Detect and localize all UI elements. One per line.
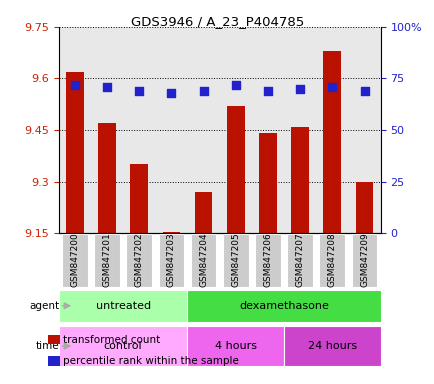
FancyBboxPatch shape bbox=[222, 234, 248, 287]
FancyBboxPatch shape bbox=[158, 234, 184, 287]
Bar bbox=[98, 123, 115, 233]
Text: GSM847208: GSM847208 bbox=[327, 232, 336, 287]
Point bbox=[135, 88, 142, 94]
Point bbox=[296, 86, 303, 92]
Bar bbox=[59, 326, 187, 366]
FancyBboxPatch shape bbox=[62, 234, 88, 287]
Text: GSM847200: GSM847200 bbox=[70, 232, 79, 287]
FancyBboxPatch shape bbox=[94, 234, 120, 287]
Bar bbox=[283, 326, 380, 366]
Bar bbox=[355, 182, 372, 233]
Bar bbox=[227, 106, 244, 233]
Bar bbox=[66, 71, 83, 233]
Point bbox=[360, 88, 367, 94]
Text: 24 hours: 24 hours bbox=[307, 341, 356, 351]
FancyBboxPatch shape bbox=[126, 234, 152, 287]
Text: GSM847205: GSM847205 bbox=[231, 232, 240, 287]
Text: GSM847204: GSM847204 bbox=[199, 232, 207, 287]
Text: untreated: untreated bbox=[95, 301, 150, 311]
Text: dexamethasone: dexamethasone bbox=[239, 301, 328, 311]
FancyBboxPatch shape bbox=[254, 234, 280, 287]
Bar bbox=[59, 290, 187, 322]
Point bbox=[232, 81, 239, 88]
Point bbox=[264, 88, 271, 94]
Text: agent: agent bbox=[29, 301, 59, 311]
Text: GSM847202: GSM847202 bbox=[135, 232, 143, 287]
Text: transformed count: transformed count bbox=[63, 335, 160, 345]
FancyBboxPatch shape bbox=[351, 234, 377, 287]
Point bbox=[328, 84, 335, 90]
Bar bbox=[291, 127, 308, 233]
Text: 4 hours: 4 hours bbox=[214, 341, 256, 351]
Bar bbox=[194, 192, 212, 233]
Text: control: control bbox=[104, 341, 142, 351]
Bar bbox=[259, 134, 276, 233]
Text: GSM847203: GSM847203 bbox=[167, 232, 175, 287]
Text: GSM847206: GSM847206 bbox=[263, 232, 272, 287]
Text: GSM847201: GSM847201 bbox=[102, 232, 111, 287]
FancyBboxPatch shape bbox=[286, 234, 312, 287]
Bar bbox=[187, 290, 380, 322]
Point bbox=[71, 81, 78, 88]
Text: time: time bbox=[36, 341, 59, 351]
Bar bbox=[187, 326, 283, 366]
Text: GSM847209: GSM847209 bbox=[359, 232, 368, 287]
Point bbox=[200, 88, 207, 94]
FancyBboxPatch shape bbox=[190, 234, 216, 287]
Text: GSM847207: GSM847207 bbox=[295, 232, 304, 287]
Bar bbox=[130, 164, 148, 233]
Text: GDS3946 / A_23_P404785: GDS3946 / A_23_P404785 bbox=[131, 15, 303, 28]
Point bbox=[103, 84, 110, 90]
FancyBboxPatch shape bbox=[319, 234, 345, 287]
Point bbox=[168, 90, 174, 96]
Bar bbox=[162, 232, 180, 233]
Bar bbox=[323, 51, 340, 233]
Text: percentile rank within the sample: percentile rank within the sample bbox=[63, 356, 238, 366]
